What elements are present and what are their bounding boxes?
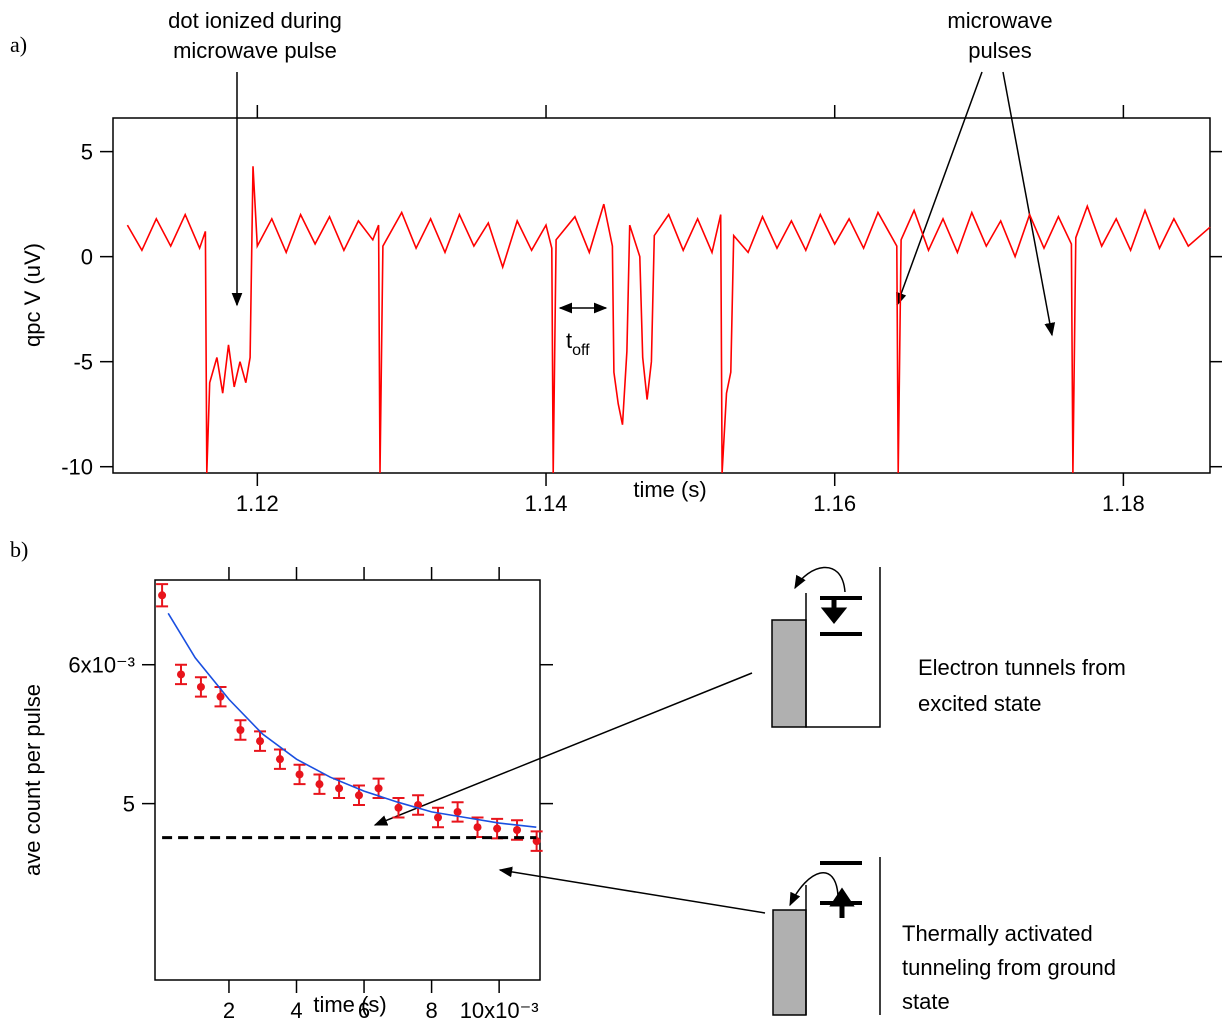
- data-point: [473, 823, 482, 832]
- data-point: [532, 837, 541, 846]
- x-tick-label: 1.14: [525, 491, 568, 516]
- y-tick-label: 5: [81, 140, 93, 165]
- diagram-label: tunneling from ground: [902, 955, 1116, 980]
- data-point: [158, 591, 167, 600]
- x-tick-label: 1.18: [1102, 491, 1145, 516]
- lead: [772, 909, 807, 1016]
- dot-well: [805, 567, 881, 728]
- plot-frame: [154, 579, 541, 981]
- tunnel-arrow: [789, 872, 839, 907]
- data-point: [374, 784, 383, 793]
- diagram-label: Thermally activated: [902, 921, 1093, 946]
- diagram-label: state: [902, 989, 950, 1014]
- trace: [126, 166, 1211, 474]
- data-point: [513, 826, 522, 834]
- panel-label: b): [10, 537, 28, 562]
- annotation-subscript: off: [572, 342, 590, 359]
- x-axis-label: time (s): [633, 477, 706, 502]
- data-point: [493, 824, 502, 833]
- data-point: [275, 755, 284, 764]
- y-tick-label: 5: [123, 792, 135, 817]
- plot-frame: [112, 117, 1211, 474]
- diagram-label: excited state: [918, 691, 1042, 716]
- y-tick-label: -5: [73, 350, 93, 375]
- x-tick-label: 1.12: [236, 491, 279, 516]
- tunnel-arrow: [794, 566, 846, 593]
- arrow: [896, 71, 983, 307]
- x-tick-label: 4: [290, 998, 302, 1020]
- data-point: [453, 807, 462, 816]
- data-point: [434, 813, 443, 822]
- y-axis-label: ave count per pulse: [20, 684, 45, 876]
- x-tick-label: 2: [223, 998, 235, 1020]
- data-point: [177, 670, 186, 679]
- y-tick-label: 0: [81, 245, 93, 270]
- data-point: [216, 692, 225, 701]
- data-point: [315, 780, 324, 789]
- data-point: [236, 726, 245, 734]
- data-point: [354, 791, 363, 800]
- lead: [771, 619, 807, 728]
- x-tick-label: 6: [358, 998, 370, 1020]
- x-tick-label: 10x10⁻³: [460, 998, 539, 1020]
- diagram-label: Electron tunnels from: [918, 655, 1126, 680]
- annotation: microwave: [947, 8, 1052, 33]
- arrow: [1002, 71, 1056, 337]
- data-point: [256, 737, 265, 746]
- y-tick-label: -10: [61, 455, 93, 480]
- fit-curve: [167, 612, 537, 828]
- data-point: [394, 803, 403, 812]
- arrow: [373, 672, 753, 826]
- y-axis-label: qpc V (uV): [20, 243, 45, 347]
- annotation: pulses: [968, 38, 1032, 63]
- x-tick-label: 8: [425, 998, 437, 1020]
- annotation-text: t: [566, 328, 572, 353]
- data-point: [295, 770, 304, 779]
- y-tick-label: 6x10⁻³: [68, 653, 135, 678]
- annotation: microwave pulse: [173, 38, 337, 63]
- dot-well: [805, 857, 881, 1015]
- x-axis-label: time (s): [313, 992, 386, 1017]
- data-point: [196, 682, 205, 691]
- x-tick-label: 1.16: [813, 491, 856, 516]
- spin-arrow: [829, 887, 855, 918]
- arrow: [498, 866, 766, 914]
- annotation: toff: [566, 328, 590, 359]
- annotation: dot ionized during: [168, 8, 342, 33]
- spin-arrow: [820, 598, 848, 625]
- panel-label: a): [10, 32, 27, 57]
- data-point: [335, 784, 344, 793]
